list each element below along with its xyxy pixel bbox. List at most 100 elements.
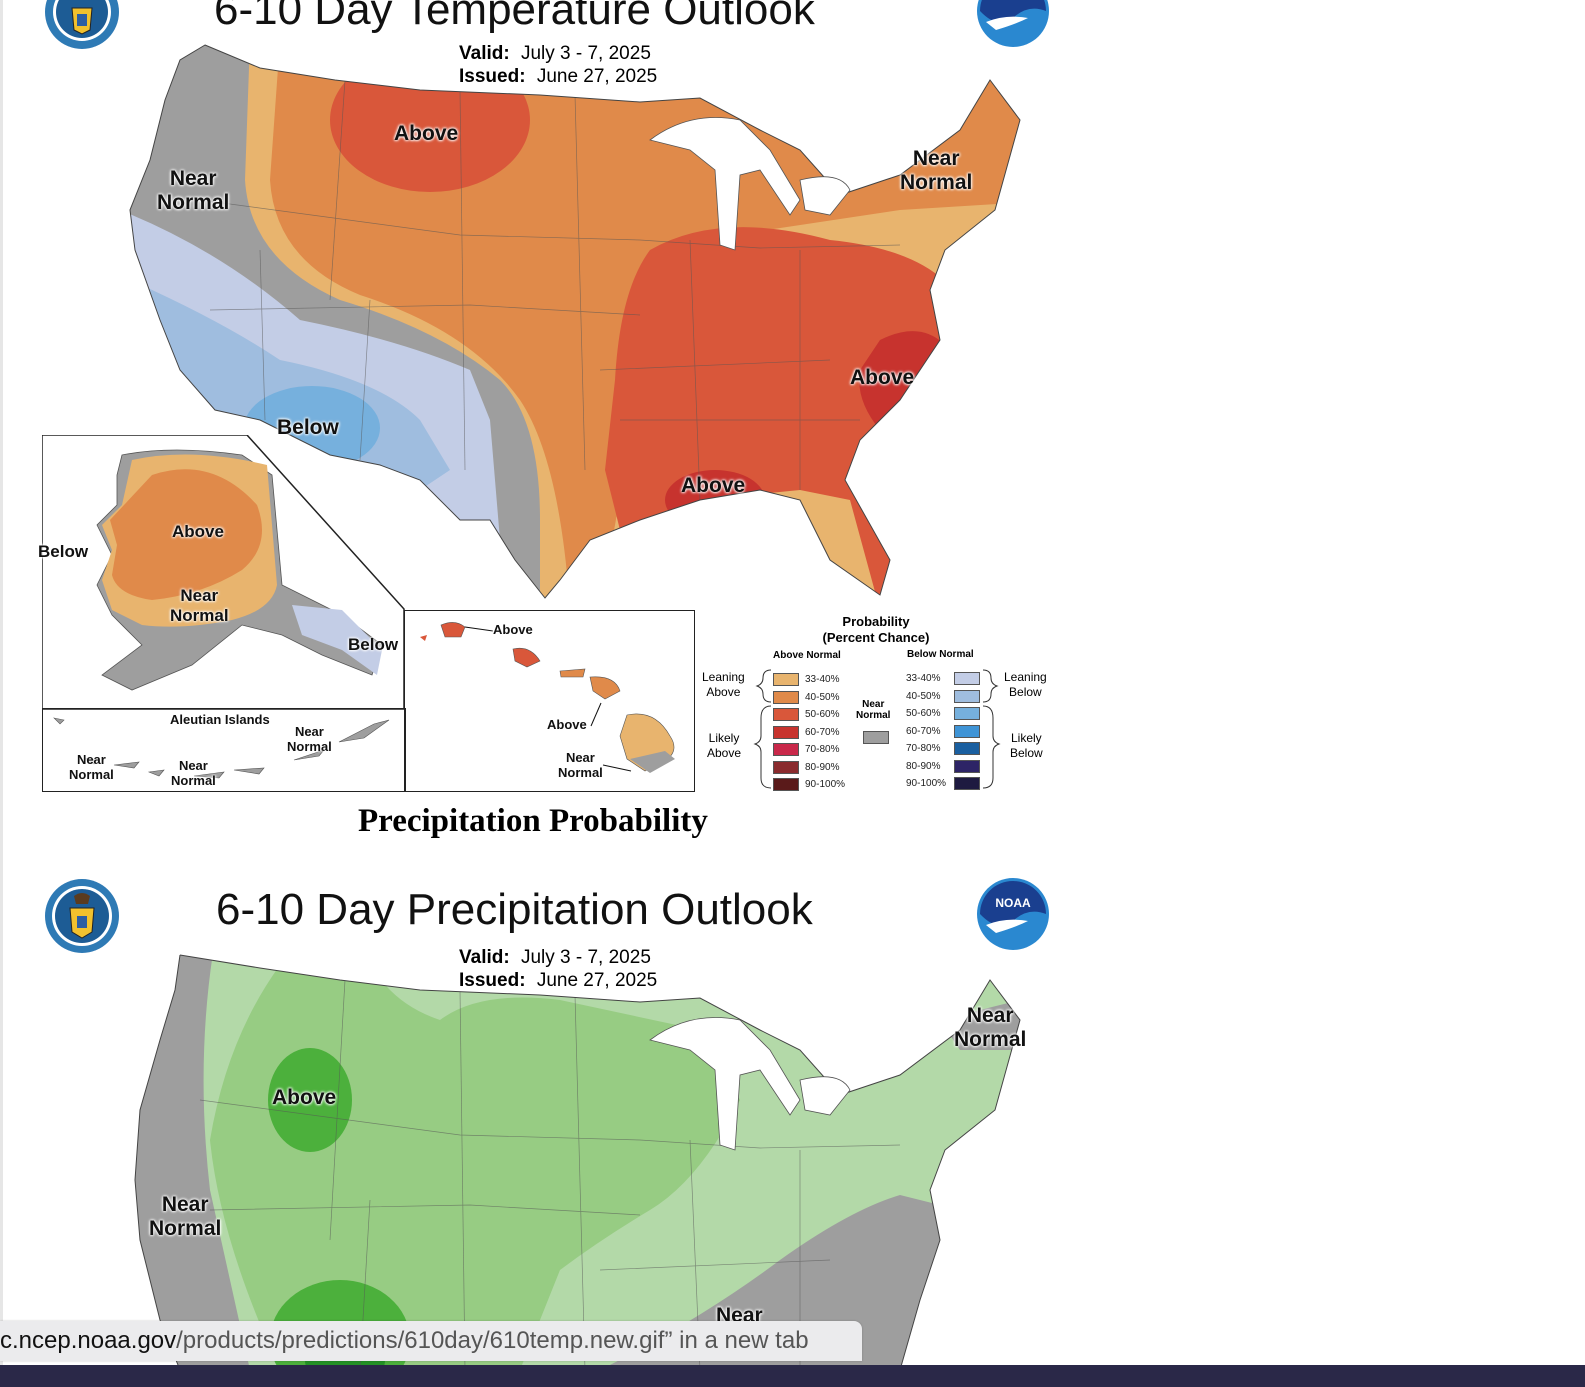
label-line: Normal bbox=[170, 606, 229, 625]
legend-row: 60-70% bbox=[906, 723, 980, 741]
issued-label: Issued: bbox=[459, 970, 526, 991]
legend-swatch bbox=[773, 760, 799, 774]
label-line: Normal bbox=[149, 1217, 222, 1240]
legend-below-head: Below Normal bbox=[907, 649, 974, 660]
legend-title-line: (Percent Chance) bbox=[822, 630, 930, 645]
legend-line: Normal bbox=[856, 710, 891, 721]
legend-leaning-above: Leaning Above bbox=[702, 670, 745, 700]
legend-line: Below bbox=[1010, 746, 1043, 760]
legend-row: 90-100% bbox=[906, 775, 980, 793]
precipitation-map-title: 6-10 Day Precipitation Outlook bbox=[216, 885, 813, 934]
hawaii-label-above-2: Above bbox=[547, 717, 587, 732]
legend-row: 70-80% bbox=[906, 740, 980, 758]
legend-swatch bbox=[954, 689, 980, 703]
temperature-outlook-image[interactable]: 6-10 Day Temperature Outlook Valid: July… bbox=[0, 0, 1060, 795]
legend-near-swatch bbox=[863, 731, 889, 744]
legend-range-label: 80-90% bbox=[805, 761, 840, 773]
status-suffix: ” in a new tab bbox=[664, 1327, 809, 1354]
precipitation-conus-map bbox=[134, 954, 1021, 1370]
legend-leaning-below: Leaning Below bbox=[1004, 670, 1047, 700]
legend-swatch bbox=[773, 708, 799, 722]
issued-value: June 27, 2025 bbox=[536, 66, 658, 87]
legend-range-label: 33-40% bbox=[906, 673, 941, 685]
legend-near-head: Near Normal bbox=[856, 699, 890, 721]
noaa-logo-icon: NOAA bbox=[977, 878, 1049, 950]
label-near-normal-west: Near Normal bbox=[157, 167, 229, 215]
label-line: Normal bbox=[69, 767, 114, 782]
legend-range-label: 50-60% bbox=[805, 709, 840, 721]
doc-seal-icon bbox=[45, 879, 119, 953]
noaa-logo-text: NOAA bbox=[995, 896, 1031, 910]
temp-issued-line: Issued: June 27, 2025 bbox=[459, 66, 657, 88]
label-line: Normal bbox=[558, 765, 603, 780]
legend-range-label: 90-100% bbox=[906, 778, 947, 790]
legend-row: 80-90% bbox=[906, 758, 980, 776]
legend-line: Leaning bbox=[702, 670, 745, 684]
bottom-strip bbox=[0, 1365, 1585, 1387]
aleutian-near-c: Near Normal bbox=[171, 758, 216, 788]
legend-swatch bbox=[954, 759, 980, 773]
legend-row: 80-90% bbox=[773, 759, 845, 777]
issued-label: Issued: bbox=[459, 66, 526, 87]
legend-swatch bbox=[954, 724, 980, 738]
legend-row: 70-80% bbox=[773, 741, 845, 759]
legend-row: 33-40% bbox=[906, 670, 980, 688]
valid-label: Valid: bbox=[459, 43, 510, 64]
alaska-label-above: Above bbox=[172, 522, 224, 541]
label-above-north: Above bbox=[394, 122, 459, 145]
valid-label: Valid: bbox=[459, 947, 510, 968]
hawaii-islands-shape bbox=[420, 622, 675, 773]
legend-row: 33-40% bbox=[773, 671, 845, 689]
temperature-map-title: 6-10 Day Temperature Outlook bbox=[214, 0, 815, 34]
aleutian-islands-shape bbox=[53, 717, 390, 779]
label-line: Near bbox=[161, 1193, 209, 1216]
legend-row: 40-50% bbox=[906, 688, 980, 706]
legend-range-label: 60-70% bbox=[906, 725, 941, 737]
aleutian-title: Aleutian Islands bbox=[170, 712, 270, 727]
legend-swatch bbox=[773, 743, 799, 757]
valid-value: July 3 - 7, 2025 bbox=[520, 947, 651, 968]
label-line: Normal bbox=[954, 1028, 1027, 1051]
precip-label-near-normal-west: Near Normal bbox=[149, 1193, 221, 1241]
label-line: Near bbox=[294, 724, 324, 739]
legend-line: Above bbox=[706, 685, 741, 699]
valid-value: July 3 - 7, 2025 bbox=[520, 43, 651, 64]
alaska-label-below-se: Below bbox=[348, 635, 399, 654]
label-below-sw: Below bbox=[277, 416, 339, 439]
label-line: Near bbox=[912, 147, 960, 170]
legend-range-label: 40-50% bbox=[805, 691, 840, 703]
precipitation-outlook-image[interactable]: NOAA 6-10 Day Precipitation Outlook Vali… bbox=[0, 870, 1060, 1370]
legend-swatch bbox=[773, 778, 799, 792]
precip-label-near-normal-ne: Near Normal bbox=[954, 1004, 1026, 1052]
alaska-inset bbox=[42, 435, 405, 710]
label-line: Normal bbox=[287, 739, 332, 754]
legend-line: Likely bbox=[1011, 731, 1042, 745]
legend-below-swatches: 33-40% 40-50% 50-60% 60-70% 70-80% 80-90% 90-1… bbox=[906, 670, 980, 793]
link-status-bar: c.ncep.noaa.gov/products/predictions/610… bbox=[0, 1321, 862, 1361]
legend-line: Above bbox=[707, 746, 742, 760]
label-line: Near bbox=[178, 758, 208, 773]
legend-swatch bbox=[773, 673, 799, 687]
legend-likely-below: Likely Below bbox=[1010, 731, 1043, 761]
doc-seal-icon bbox=[45, 0, 119, 49]
legend-row: 50-60% bbox=[906, 705, 980, 723]
window-edge bbox=[0, 0, 3, 1387]
legend-likely-above: Likely Above bbox=[707, 731, 741, 761]
issued-value: June 27, 2025 bbox=[536, 970, 658, 991]
legend-braces bbox=[753, 669, 1001, 789]
legend-range-label: 70-80% bbox=[805, 744, 840, 756]
legend-swatch bbox=[954, 672, 980, 686]
legend-title: Probability (Percent Chance) bbox=[806, 614, 946, 646]
label-line: Near bbox=[966, 1004, 1014, 1027]
legend-line: Likely bbox=[708, 731, 740, 745]
label-line: Near bbox=[76, 752, 106, 767]
legend-row: 50-60% bbox=[773, 706, 845, 724]
legend-swatch bbox=[773, 690, 799, 704]
aleutian-inset bbox=[42, 708, 406, 792]
legend-swatch bbox=[773, 725, 799, 739]
legend-line: Below bbox=[1009, 685, 1042, 699]
noaa-logo-icon bbox=[977, 0, 1049, 47]
legend-range-label: 90-100% bbox=[805, 779, 846, 791]
legend-swatch bbox=[954, 742, 980, 756]
legend-above-head: Above Normal bbox=[773, 650, 841, 661]
